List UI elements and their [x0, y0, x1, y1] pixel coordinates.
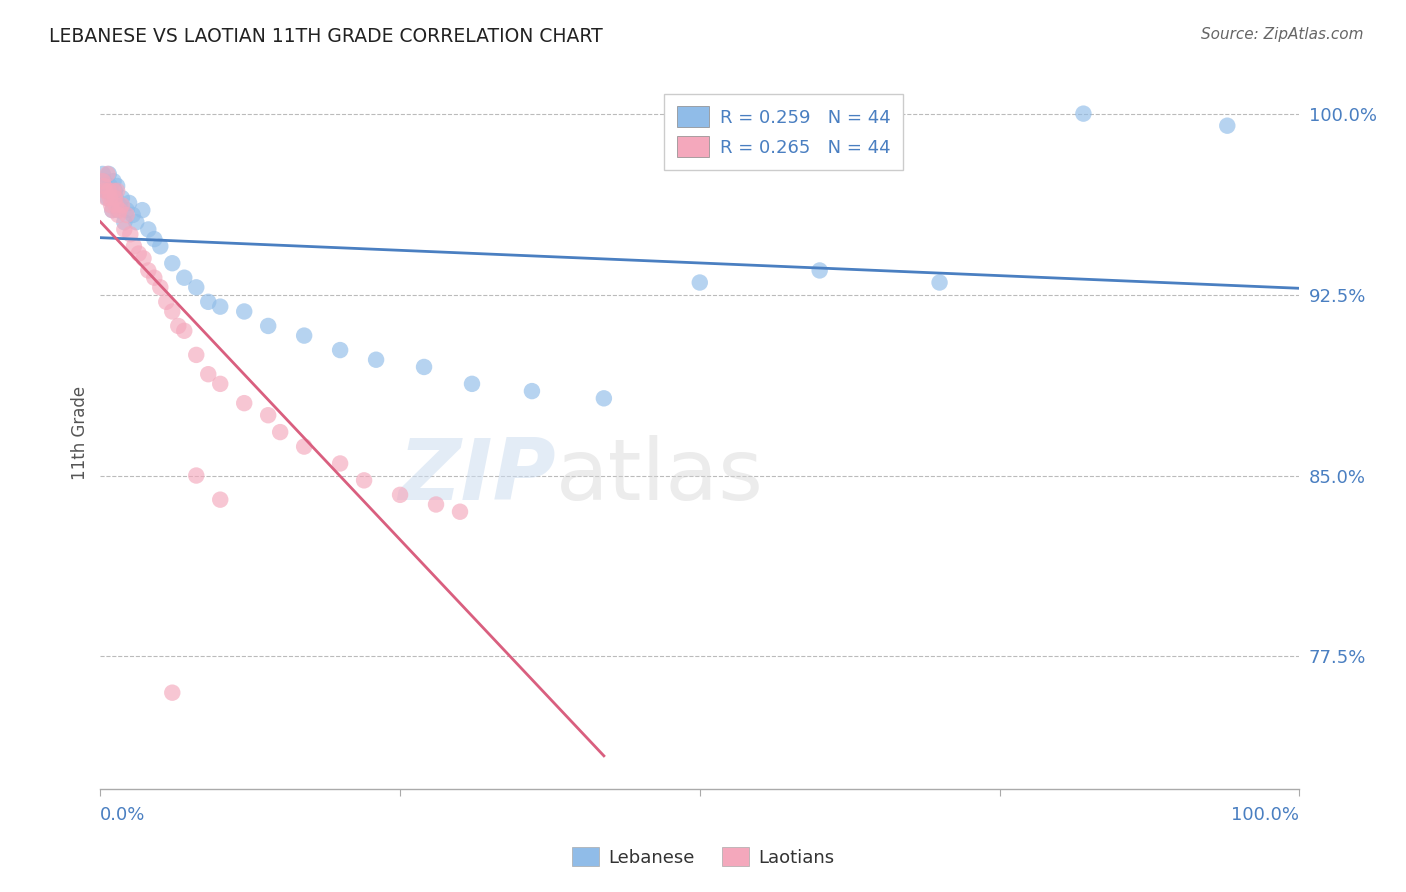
Point	[108, 198, 131, 212]
Point	[120, 227, 142, 242]
Point	[292, 328, 315, 343]
Point	[105, 184, 128, 198]
Point	[136, 222, 159, 236]
Point	[197, 368, 219, 382]
Point	[112, 222, 135, 236]
Point	[173, 270, 195, 285]
Point	[186, 348, 208, 362]
Point	[97, 167, 120, 181]
Point	[101, 203, 124, 218]
Text: ZIP: ZIP	[398, 434, 555, 517]
Point	[93, 174, 115, 188]
Point	[121, 208, 143, 222]
Point	[149, 239, 172, 253]
Point	[104, 184, 127, 198]
Text: LEBANESE VS LAOTIAN 11TH GRADE CORRELATION CHART: LEBANESE VS LAOTIAN 11TH GRADE CORRELATI…	[49, 27, 603, 45]
Point	[107, 208, 129, 222]
Point	[122, 239, 145, 253]
Legend: Lebanese, Laotians: Lebanese, Laotians	[565, 840, 841, 874]
Text: 0.0%: 0.0%	[100, 806, 146, 824]
Point	[96, 167, 118, 181]
Point	[94, 179, 117, 194]
Point	[96, 191, 118, 205]
Point	[928, 276, 950, 290]
Point	[115, 203, 138, 218]
Text: Source: ZipAtlas.com: Source: ZipAtlas.com	[1201, 27, 1364, 42]
Point	[364, 352, 387, 367]
Point	[103, 184, 125, 198]
Point	[257, 318, 280, 333]
Point	[155, 294, 177, 309]
Point	[104, 198, 127, 212]
Point	[233, 304, 256, 318]
Point	[269, 425, 291, 439]
Point	[94, 184, 117, 198]
Point	[143, 270, 166, 285]
Point	[131, 203, 153, 218]
Point	[389, 488, 412, 502]
Point	[233, 396, 256, 410]
Point	[292, 440, 315, 454]
Point	[115, 208, 138, 222]
Point	[97, 184, 120, 198]
Point	[329, 457, 352, 471]
Point	[162, 686, 184, 700]
Point	[98, 179, 121, 194]
Point	[118, 195, 141, 210]
Point	[91, 167, 114, 181]
Point	[162, 256, 184, 270]
Point	[162, 304, 184, 318]
Point	[93, 179, 115, 194]
Point	[125, 215, 148, 229]
Point	[592, 392, 614, 406]
Point	[105, 179, 128, 194]
Point	[209, 492, 232, 507]
Point	[104, 191, 127, 205]
Point	[186, 468, 208, 483]
Point	[167, 318, 190, 333]
Point	[1216, 119, 1239, 133]
Point	[104, 191, 127, 205]
Point	[461, 376, 484, 391]
Point	[112, 215, 135, 229]
Point	[96, 184, 118, 198]
Point	[209, 300, 232, 314]
Point	[197, 294, 219, 309]
Point	[91, 174, 114, 188]
Point	[103, 174, 125, 188]
Point	[186, 280, 208, 294]
Point	[1073, 106, 1095, 120]
Point	[353, 474, 375, 488]
Legend: R = 0.259   N = 44, R = 0.265   N = 44: R = 0.259 N = 44, R = 0.265 N = 44	[664, 94, 904, 169]
Point	[107, 203, 129, 218]
Point	[257, 408, 280, 422]
Point	[136, 263, 159, 277]
Point	[449, 505, 471, 519]
Point	[108, 203, 131, 218]
Point	[128, 246, 150, 260]
Point	[413, 359, 436, 374]
Point	[149, 280, 172, 294]
Point	[111, 191, 134, 205]
Point	[100, 184, 122, 198]
Point	[329, 343, 352, 357]
Point	[111, 198, 134, 212]
Y-axis label: 11th Grade: 11th Grade	[72, 386, 89, 481]
Point	[132, 252, 155, 266]
Point	[173, 324, 195, 338]
Point	[209, 376, 232, 391]
Text: 100.0%: 100.0%	[1232, 806, 1299, 824]
Point	[101, 203, 124, 218]
Point	[98, 191, 121, 205]
Point	[100, 198, 122, 212]
Point	[520, 384, 543, 398]
Point	[689, 276, 711, 290]
Point	[425, 498, 447, 512]
Point	[96, 191, 118, 205]
Point	[143, 232, 166, 246]
Text: atlas: atlas	[555, 434, 763, 517]
Point	[808, 263, 831, 277]
